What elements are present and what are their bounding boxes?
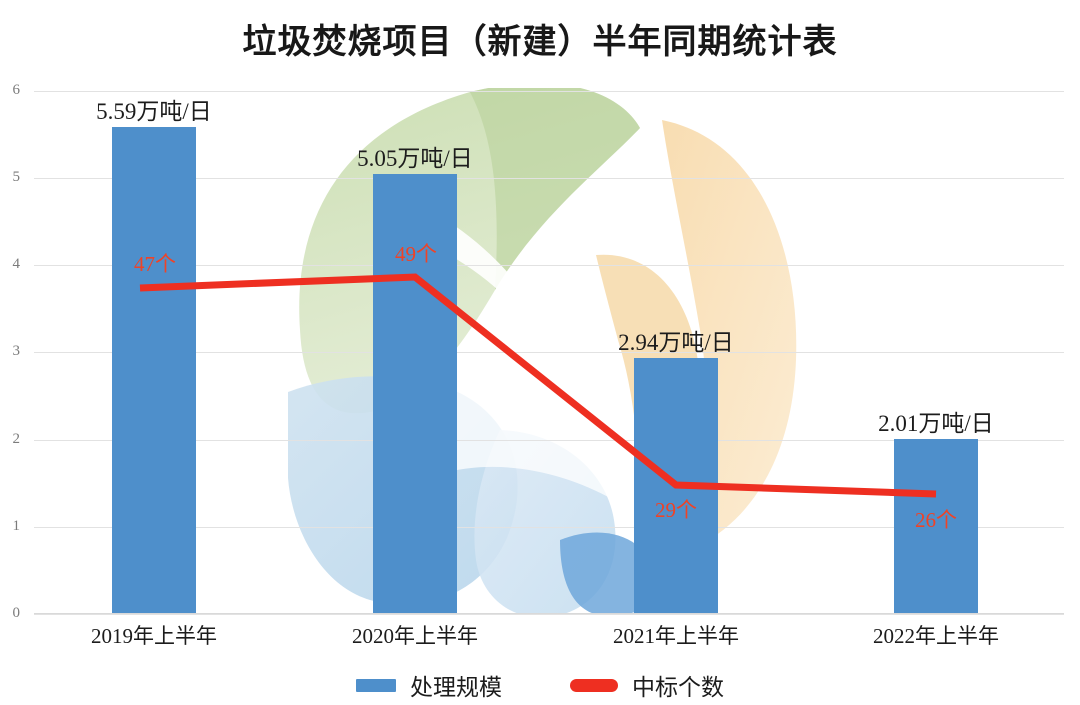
y-axis-tick-4: 4 xyxy=(12,256,21,272)
line-swatch-icon xyxy=(570,678,618,692)
y-axis-tick-6: 6 xyxy=(12,82,21,98)
bar-value-label-2022: 2.01万吨/日 xyxy=(878,411,994,436)
bar-value-label-2019: 5.59万吨/日 xyxy=(96,99,212,124)
y-axis-tick-5: 5 xyxy=(12,169,21,185)
gridline-5 xyxy=(34,178,1064,179)
y-axis-tick-1: 1 xyxy=(12,518,21,534)
x-axis-label-2022: 2022年上半年 xyxy=(873,624,999,648)
gridline-0 xyxy=(34,614,1064,615)
x-axis-label-2020: 2020年上半年 xyxy=(352,624,478,648)
bar-2021[interactable] xyxy=(634,358,718,614)
legend-label-line: 中标个数 xyxy=(632,675,724,700)
y-axis-tick-3: 3 xyxy=(12,343,21,359)
gridline-4 xyxy=(34,265,1064,266)
bar-value-label-2020: 5.05万吨/日 xyxy=(357,146,473,171)
y-axis-tick-0: 0 xyxy=(12,605,21,621)
gridline-6 xyxy=(34,91,1064,92)
gridline-1 xyxy=(34,527,1064,528)
x-axis-line xyxy=(34,613,1064,614)
line-value-label-2022: 26个 xyxy=(915,508,957,532)
x-axis-label-2019: 2019年上半年 xyxy=(91,624,217,648)
chart-title: 垃圾焚烧项目（新建）半年同期统计表 xyxy=(242,24,838,61)
bar-value-label-2021: 2.94万吨/日 xyxy=(618,330,734,355)
y-axis-tick-2: 2 xyxy=(12,431,21,447)
line-value-label-2021: 29个 xyxy=(655,498,697,522)
x-axis-label-2021: 2021年上半年 xyxy=(613,624,739,648)
line-value-label-2019: 47个 xyxy=(134,252,176,276)
chart-legend: 处理规模 中标个数 xyxy=(0,668,1080,702)
legend-label-bar: 处理规模 xyxy=(410,675,502,700)
legend-item-bar[interactable]: 处理规模 xyxy=(356,668,502,702)
line-value-label-2020: 49个 xyxy=(395,242,437,266)
legend-item-line[interactable]: 中标个数 xyxy=(570,668,724,702)
bar-2019[interactable] xyxy=(112,127,196,614)
bar-swatch-icon xyxy=(356,678,396,692)
